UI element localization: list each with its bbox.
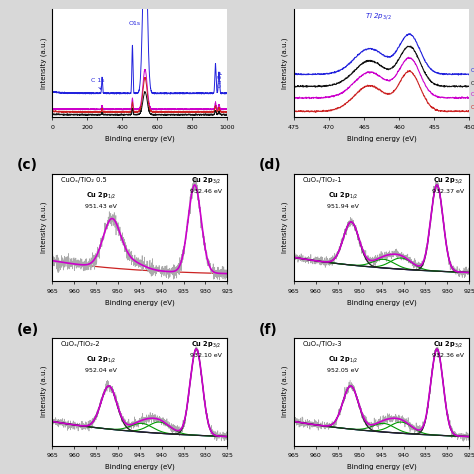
Text: 951.94 eV: 951.94 eV bbox=[327, 204, 359, 209]
Text: C 1s: C 1s bbox=[91, 78, 104, 89]
Text: Cu 2p$_{1/2}$: Cu 2p$_{1/2}$ bbox=[86, 355, 116, 365]
X-axis label: Binding energy (eV): Binding energy (eV) bbox=[105, 464, 174, 470]
Text: CuOₓ/TiO₂ 0.5: CuOₓ/TiO₂ 0.5 bbox=[61, 177, 107, 183]
Text: Cu 2p$_{1/2}$: Cu 2p$_{1/2}$ bbox=[328, 355, 358, 365]
Y-axis label: Intensity (a.u.): Intensity (a.u.) bbox=[282, 366, 289, 417]
Text: (e): (e) bbox=[17, 322, 39, 337]
X-axis label: Binding energy (eV): Binding energy (eV) bbox=[347, 136, 417, 142]
Y-axis label: Intensity (a.u.): Intensity (a.u.) bbox=[40, 202, 46, 253]
Text: Cu 2p$_{3/2}$: Cu 2p$_{3/2}$ bbox=[191, 339, 221, 350]
Text: 932.36 eV: 932.36 eV bbox=[432, 353, 464, 358]
Text: 952.04 eV: 952.04 eV bbox=[85, 368, 117, 373]
Text: CuOₓ/TiO₂-2: CuOₓ/TiO₂-2 bbox=[471, 91, 474, 97]
Text: 932.10 eV: 932.10 eV bbox=[191, 353, 222, 358]
Text: CuOₓ/TiO₂-3: CuOₓ/TiO₂-3 bbox=[303, 341, 342, 347]
Text: Cu 2p$_{1/2}$: Cu 2p$_{1/2}$ bbox=[86, 191, 116, 201]
Text: Cu 2p: Cu 2p bbox=[218, 71, 223, 87]
Text: 952.05 eV: 952.05 eV bbox=[327, 368, 359, 373]
Text: CuOₓ/TiO₂-1: CuOₓ/TiO₂-1 bbox=[471, 80, 474, 85]
Y-axis label: Intensity (a.u.): Intensity (a.u.) bbox=[282, 38, 289, 89]
Y-axis label: Intensity (a.u.): Intensity (a.u.) bbox=[282, 202, 289, 253]
Text: O1s: O1s bbox=[128, 21, 141, 27]
X-axis label: Binding energy (eV): Binding energy (eV) bbox=[105, 300, 174, 306]
Y-axis label: Intensity (a.u.): Intensity (a.u.) bbox=[40, 38, 46, 89]
Text: Cu 2p$_{1/2}$: Cu 2p$_{1/2}$ bbox=[328, 191, 358, 201]
Text: CuOₓ/TiO₂-1: CuOₓ/TiO₂-1 bbox=[303, 177, 342, 183]
X-axis label: Binding energy (eV): Binding energy (eV) bbox=[347, 464, 417, 470]
Text: 932.37 eV: 932.37 eV bbox=[432, 189, 465, 194]
Text: Cu 2p$_{3/2}$: Cu 2p$_{3/2}$ bbox=[433, 339, 463, 350]
Text: CuOₓ/TiO₂-3: CuOₓ/TiO₂-3 bbox=[471, 105, 474, 110]
Text: CuOₓ/TiO₂-2: CuOₓ/TiO₂-2 bbox=[61, 341, 100, 347]
Text: (d): (d) bbox=[259, 158, 282, 173]
Text: 951.43 eV: 951.43 eV bbox=[85, 204, 117, 209]
Text: CuOₓ/TiO₂-0.5: CuOₓ/TiO₂-0.5 bbox=[471, 68, 474, 73]
Text: (c): (c) bbox=[17, 158, 38, 173]
Text: 932.46 eV: 932.46 eV bbox=[191, 189, 222, 194]
X-axis label: Binding energy (eV): Binding energy (eV) bbox=[347, 300, 417, 306]
Text: Cu 2p$_{3/2}$: Cu 2p$_{3/2}$ bbox=[433, 175, 463, 186]
X-axis label: Binding energy (eV): Binding energy (eV) bbox=[105, 136, 174, 142]
Text: Ti 2p$_{3/2}$: Ti 2p$_{3/2}$ bbox=[365, 11, 392, 22]
Text: (f): (f) bbox=[259, 322, 278, 337]
Y-axis label: Intensity (a.u.): Intensity (a.u.) bbox=[40, 366, 46, 417]
Text: Cu 2p$_{3/2}$: Cu 2p$_{3/2}$ bbox=[191, 175, 221, 186]
